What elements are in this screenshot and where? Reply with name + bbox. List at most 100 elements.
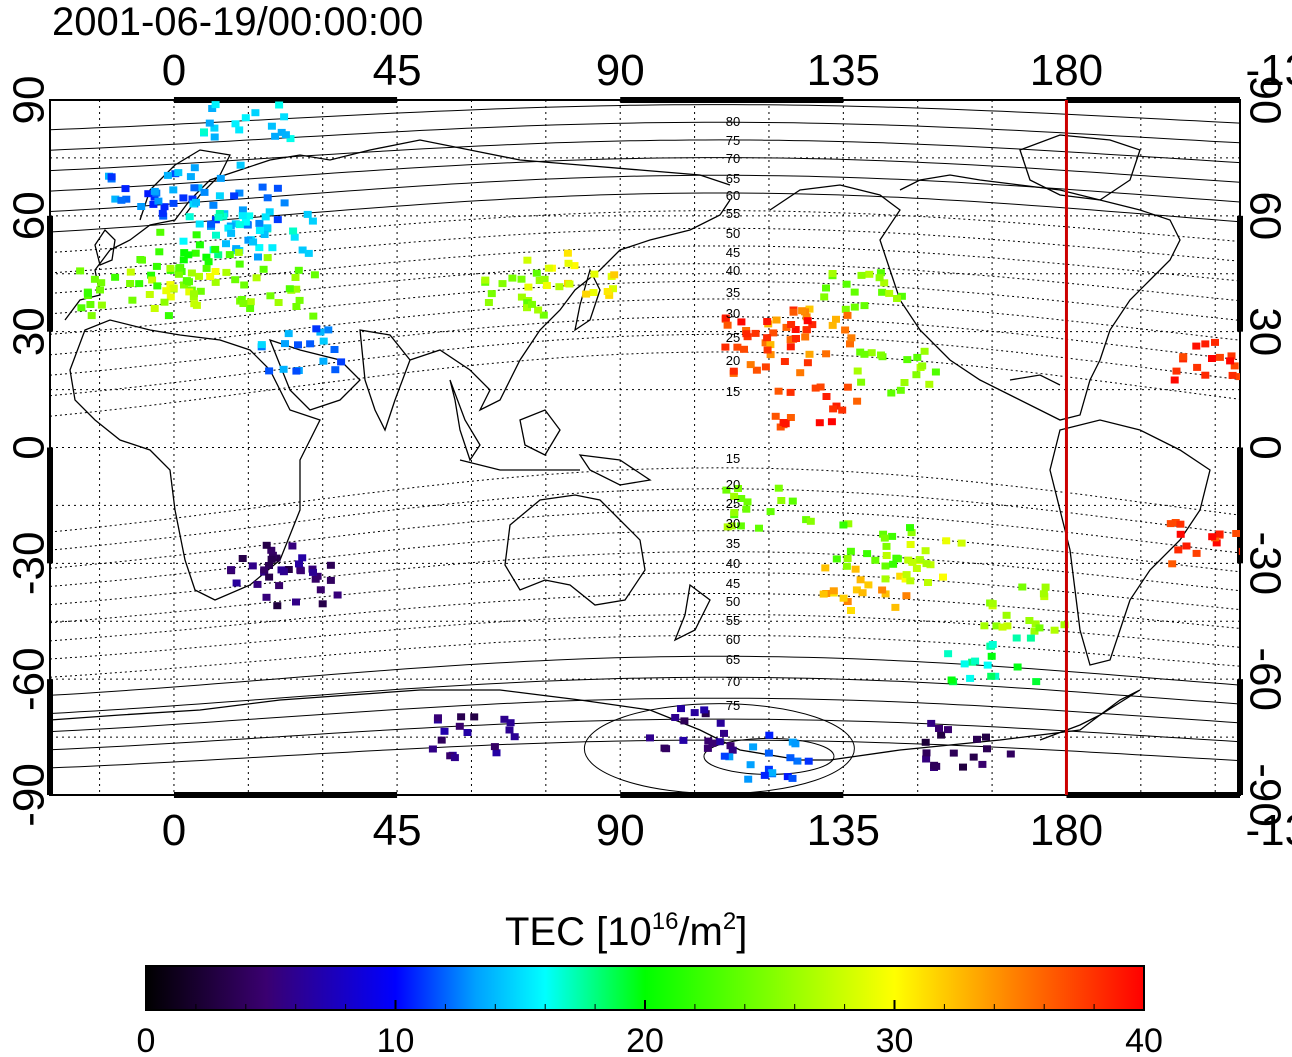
tec-point	[150, 305, 159, 312]
tec-point	[893, 555, 902, 563]
tec-point	[841, 305, 850, 313]
tec-point	[1006, 750, 1015, 758]
tec-point	[774, 484, 783, 492]
tec-point	[1025, 617, 1034, 624]
coast-north-america	[769, 174, 1181, 421]
tec-point	[921, 738, 930, 746]
tec-point	[901, 575, 910, 583]
tec-point	[284, 330, 293, 338]
tec-point	[843, 311, 852, 319]
tec-point	[815, 419, 824, 427]
tec-point	[160, 298, 169, 306]
tec-point	[801, 333, 810, 341]
tec-point	[179, 256, 188, 264]
tec-point	[783, 773, 792, 781]
tec-point	[202, 264, 211, 272]
mlat-label: 50	[726, 594, 740, 609]
tec-point	[1170, 376, 1179, 384]
tec-point	[829, 405, 838, 413]
tec-point	[175, 264, 184, 272]
frame-bar-bottom	[173, 792, 398, 798]
mlat-label: 75	[726, 698, 740, 713]
tec-point	[179, 237, 188, 245]
tec-point	[337, 358, 346, 366]
tec-point	[766, 351, 775, 359]
tec-point	[277, 566, 286, 574]
tec-point	[185, 278, 193, 286]
tec-point	[969, 753, 978, 761]
tec-point	[788, 497, 797, 505]
tec-point	[207, 220, 216, 228]
tec-point	[128, 296, 137, 304]
tec-point	[789, 308, 798, 316]
tec-point	[720, 752, 729, 760]
mlat-contour	[50, 613, 1240, 660]
tec-point	[769, 329, 778, 337]
x-tick-label-top: 0	[162, 46, 186, 95]
tec-point	[1192, 549, 1201, 557]
tec-point	[532, 269, 541, 277]
tec-point	[960, 660, 969, 668]
y-tick-label-right: 0	[1240, 435, 1289, 459]
tec-point	[725, 753, 734, 761]
tec-point	[539, 311, 548, 319]
tec-point	[1168, 560, 1177, 568]
mlat-label: 55	[726, 206, 740, 221]
tec-point	[263, 194, 272, 202]
tec-point	[902, 571, 911, 579]
tec-point	[867, 349, 876, 357]
tec-point	[881, 590, 890, 598]
x-tick-label-top: 135	[807, 46, 880, 95]
coast-europe	[64, 139, 731, 321]
tec-point	[827, 418, 836, 426]
tec-point	[330, 346, 339, 353]
tec-point	[190, 184, 199, 192]
tec-point	[983, 661, 992, 669]
tec-point	[913, 353, 922, 361]
y-tick-label-right: 90	[1240, 76, 1289, 125]
tec-point	[265, 562, 273, 569]
tec-point	[677, 705, 685, 713]
tec-point	[822, 284, 830, 292]
tec-point	[1003, 622, 1012, 630]
mlat-contour	[50, 316, 1240, 376]
tec-point	[77, 304, 86, 312]
tec-point	[517, 275, 526, 283]
mlat-label: 15	[726, 384, 740, 399]
tec-point	[832, 315, 840, 323]
tec-point	[313, 572, 322, 580]
tec-point	[1215, 353, 1224, 361]
y-tick-label-right: 60	[1240, 191, 1289, 240]
tec-point	[715, 738, 724, 746]
coast-arabia	[268, 338, 361, 411]
tec-point	[235, 126, 244, 134]
tec-point	[1192, 342, 1201, 350]
y-tick-label-left: 30	[5, 307, 54, 356]
tec-point	[135, 280, 144, 288]
tec-point	[937, 731, 946, 739]
tec-point	[752, 366, 761, 374]
tec-point	[819, 590, 828, 598]
coast-indonesia	[459, 459, 580, 471]
tec-point	[786, 343, 795, 351]
tec-point	[326, 561, 335, 569]
tec-point	[763, 334, 772, 342]
tec-point	[1013, 663, 1022, 671]
tec-point	[196, 287, 205, 295]
tec-point	[506, 719, 515, 727]
y-tick-label-right: -30	[1240, 532, 1289, 596]
tec-point	[253, 580, 262, 588]
tec-point	[746, 361, 755, 369]
tec-point	[111, 195, 120, 203]
tec-point	[749, 743, 758, 751]
tec-point	[605, 291, 614, 299]
tec-point	[842, 280, 851, 288]
tec-point	[987, 652, 996, 660]
tec-point	[1166, 520, 1175, 528]
tec-point	[843, 555, 852, 562]
tec-point	[610, 271, 619, 279]
tec-point	[267, 122, 276, 130]
tec-point	[210, 124, 219, 132]
tec-point	[200, 188, 209, 196]
